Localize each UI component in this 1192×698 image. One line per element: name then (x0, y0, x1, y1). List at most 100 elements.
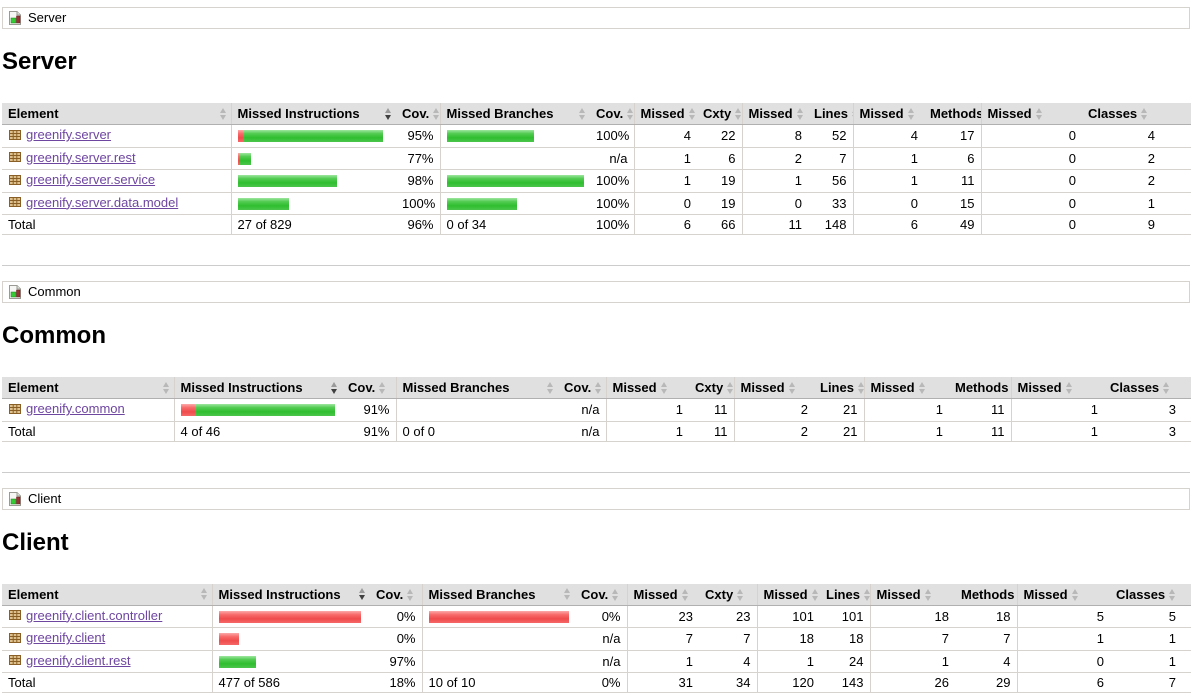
package-link[interactable]: greenify.client.rest (26, 652, 131, 668)
column-header[interactable]: Missed (626, 583, 699, 606)
package-link[interactable]: greenify.server (26, 127, 112, 142)
counter-cell: 6 (924, 147, 981, 170)
sort-arrows-icon (546, 381, 555, 394)
branches-coverage-cell: n/a (590, 147, 634, 170)
counter-cell: 1 (626, 650, 699, 673)
column-header-missed-instructions[interactable]: Missed Instructions (173, 377, 342, 399)
column-header[interactable]: Cov. (342, 377, 396, 399)
instructions-coverage-cell: 77% (396, 147, 440, 170)
total-counter-cell: 26 (869, 672, 955, 693)
branches-coverage-cell: 100% (590, 169, 634, 193)
total-counter-cell: 0 (980, 214, 1082, 235)
counter-cell: 0 (980, 147, 1082, 170)
instructions-coverage-cell: 98% (396, 169, 440, 193)
column-header-element[interactable]: Element (2, 103, 231, 125)
column-header[interactable]: Classes (1110, 583, 1191, 606)
column-header[interactable]: Missed (756, 583, 820, 606)
column-header[interactable]: Missed (863, 377, 949, 399)
column-header[interactable]: Classes (1082, 103, 1191, 125)
breadcrumb: Client (2, 487, 1190, 510)
package-link[interactable]: greenify.client (26, 630, 106, 645)
column-header-missed-branches[interactable]: Missed Branches (395, 377, 558, 399)
package-link[interactable]: greenify.server.service (26, 172, 156, 187)
column-header[interactable]: Cxty (697, 103, 742, 125)
total-instructions-coverage-cell: 18% (370, 672, 422, 693)
column-header[interactable]: Classes (1104, 377, 1191, 399)
column-header-missed-instructions[interactable]: Missed Instructions (211, 583, 370, 606)
instructions-coverage-cell: 0% (370, 627, 422, 651)
column-header[interactable]: Missed (1016, 583, 1110, 606)
package-link[interactable]: greenify.server.data.model (26, 194, 179, 210)
total-counter-cell: 34 (699, 672, 757, 693)
coverage-bar (428, 610, 570, 623)
column-header[interactable]: Missed (980, 103, 1082, 125)
branches-coverage-cell: 100% (590, 124, 634, 148)
section-title: Client (2, 528, 69, 556)
column-header[interactable]: Cov. (590, 103, 634, 125)
branches-bar-cell (439, 147, 590, 170)
column-header[interactable]: Lines (820, 583, 870, 606)
column-header-missed-instructions[interactable]: Missed Instructions (230, 103, 396, 125)
section-divider (2, 265, 1190, 266)
column-header-label: Cxty (703, 106, 732, 121)
sort-arrows-icon (734, 108, 742, 120)
column-header[interactable]: Lines (808, 103, 853, 125)
package-entry: greenify.common (8, 401, 125, 416)
column-header[interactable]: Missed (1010, 377, 1104, 399)
sort-arrows-icon (378, 382, 387, 394)
sort-arrows-icon (924, 588, 933, 601)
column-header[interactable]: Cxty (689, 377, 734, 399)
bar-segment-covered (237, 175, 337, 188)
bar-segment-covered (237, 197, 289, 210)
column-header[interactable]: Cxty (699, 583, 757, 606)
counter-cell: 23 (626, 605, 699, 628)
sort-arrows-icon (726, 382, 734, 394)
counter-cell: 4 (633, 124, 697, 148)
counter-cell: 1 (741, 169, 808, 193)
branches-coverage-cell: 100% (590, 192, 634, 215)
column-header[interactable]: Cov. (396, 103, 440, 125)
column-header[interactable]: Methods (949, 377, 1011, 399)
column-header[interactable]: Methods (924, 103, 981, 125)
instructions-coverage-cell: 95% (396, 124, 440, 148)
counter-cell: 1 (852, 169, 924, 193)
total-counter-cell: 7 (1110, 672, 1191, 693)
package-entry: greenify.client.rest (8, 653, 131, 668)
column-header[interactable]: Missed (733, 377, 814, 399)
package-entry: greenify.server.rest (8, 150, 136, 165)
sort-arrows-icon (788, 382, 797, 394)
coverage-bar (446, 197, 585, 210)
column-header[interactable]: Missed (633, 103, 697, 125)
bar-segment-missed (237, 152, 240, 165)
package-link[interactable]: greenify.client.controller (26, 607, 163, 623)
column-header[interactable]: Methods (955, 583, 1017, 606)
column-header-missed-branches[interactable]: Missed Branches (421, 583, 575, 606)
column-header[interactable]: Missed (869, 583, 955, 606)
total-counter-cell: 11 (741, 214, 808, 235)
package-link[interactable]: greenify.server.rest (26, 149, 136, 165)
total-branches-coverage-cell: 100% (590, 214, 634, 235)
total-instructions-coverage-cell: 96% (396, 214, 440, 235)
counter-cell: 1 (633, 147, 697, 170)
column-header[interactable]: Missed (605, 377, 689, 399)
column-header-missed-branches[interactable]: Missed Branches (439, 103, 590, 125)
sort-arrows-icon (406, 588, 415, 601)
column-header-element[interactable]: Element (2, 377, 174, 399)
counter-cell: 1 (869, 650, 955, 673)
column-header[interactable]: Lines (814, 377, 864, 399)
column-header[interactable]: Missed (741, 103, 808, 125)
column-header[interactable]: Cov. (575, 583, 627, 606)
package-link[interactable]: greenify.common (26, 401, 125, 416)
sort-arrows-icon (162, 381, 171, 394)
column-header[interactable]: Missed (852, 103, 924, 125)
sort-arrows-icon (918, 382, 927, 394)
counter-cell: 2 (741, 147, 808, 170)
column-header-label: Cov. (596, 106, 624, 121)
column-header-element[interactable]: Element (2, 583, 212, 606)
counter-cell: 0 (980, 124, 1082, 148)
column-header-label: Missed Instructions (218, 586, 341, 602)
total-row: Total 4 of 46 91% 0 of 0 n/a 1 11 2 21 1 11 1 3 (2, 421, 1191, 442)
column-header[interactable]: Cov. (558, 377, 606, 399)
column-header[interactable]: Cov. (370, 583, 422, 606)
table-row: greenify.server.data.model 100% 100% 0 19 0 33… (2, 192, 1191, 215)
